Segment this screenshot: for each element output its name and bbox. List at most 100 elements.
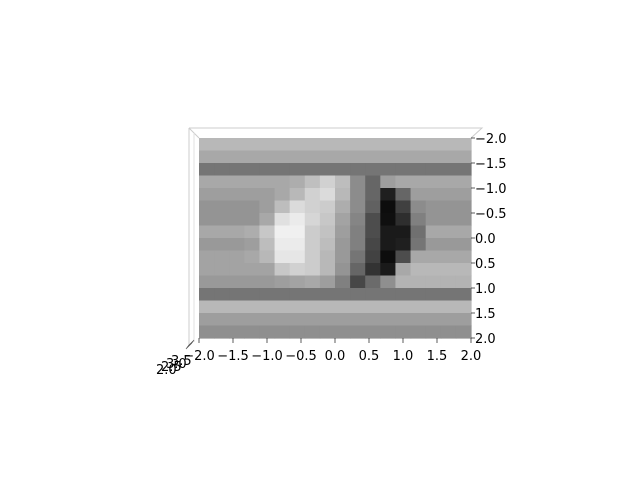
- surface-cell: [455, 213, 472, 227]
- surface-cell: [335, 163, 351, 177]
- surface-cell: [244, 313, 261, 327]
- x-tick-label: 1.5: [427, 349, 448, 364]
- surface-cell: [335, 188, 351, 202]
- surface-cell: [410, 300, 427, 314]
- surface-cell: [410, 250, 427, 264]
- surface-cell: [199, 250, 215, 264]
- surface-cell: [289, 300, 306, 314]
- surface-cell: [274, 225, 291, 239]
- surface-cell: [319, 263, 336, 277]
- surface-cell: [229, 300, 245, 314]
- surface-cell: [380, 275, 397, 289]
- surface-cell: [259, 250, 276, 264]
- surface-cell: [289, 163, 306, 177]
- surface-cell: [335, 200, 351, 214]
- surface-cell: [229, 313, 245, 327]
- surface-cell: [425, 188, 442, 202]
- surface-cell: [274, 288, 291, 302]
- surface-cell: [289, 213, 306, 227]
- surface-cell: [440, 188, 457, 202]
- surface-cell: [425, 325, 442, 339]
- y-tick-label: −1.0: [475, 182, 507, 197]
- surface-cell: [229, 238, 245, 252]
- surface-cell: [350, 325, 366, 339]
- surface-cell: [425, 288, 442, 302]
- surface-cell: [319, 313, 336, 327]
- surface-cell: [455, 188, 472, 202]
- z-tick-label: 2.5: [161, 360, 182, 375]
- surface-cell: [229, 275, 245, 289]
- surface-cell: [259, 200, 276, 214]
- surface-cell: [410, 313, 427, 327]
- surface-cell: [214, 150, 230, 164]
- surface-cell: [259, 138, 276, 152]
- surface-cell: [199, 213, 215, 227]
- surface-cell: [395, 300, 412, 314]
- surface-cell: [289, 138, 306, 152]
- y-tick-label: −2.0: [475, 132, 507, 147]
- surface-cell: [350, 250, 366, 264]
- surface-cell: [259, 175, 276, 189]
- surface-cell: [365, 325, 381, 339]
- surface-cell: [214, 288, 230, 302]
- surface-cell: [350, 200, 366, 214]
- surface-cell: [199, 263, 215, 277]
- surface-cell: [304, 163, 321, 177]
- surface-cell: [229, 188, 245, 202]
- surface-cell: [335, 313, 351, 327]
- surface-cell: [335, 325, 351, 339]
- surface-cell: [380, 263, 397, 277]
- surface-cell: [304, 288, 321, 302]
- surface-cell: [319, 138, 336, 152]
- surface-cell: [440, 288, 457, 302]
- surface-cell: [350, 263, 366, 277]
- surface-cell: [244, 238, 261, 252]
- surface-cell: [304, 138, 321, 152]
- surface-cell: [244, 225, 261, 239]
- surface-cell: [335, 250, 351, 264]
- x-tick-label: −2.0: [183, 349, 215, 364]
- surface-cell: [440, 175, 457, 189]
- surface-cell: [350, 238, 366, 252]
- surface-cell: [455, 313, 472, 327]
- surface-cell: [395, 200, 412, 214]
- surface-cell: [229, 325, 245, 339]
- surface-cell: [274, 188, 291, 202]
- surface-cell: [395, 275, 412, 289]
- surface-cell: [440, 275, 457, 289]
- surface-cells: [199, 138, 472, 339]
- surface-cell: [289, 275, 306, 289]
- surface-cell: [335, 288, 351, 302]
- surface-cell: [259, 325, 276, 339]
- surface-cell: [229, 263, 245, 277]
- surface-cell: [259, 263, 276, 277]
- surface-cell: [214, 163, 230, 177]
- surface-cell: [410, 163, 427, 177]
- surface-cell: [410, 150, 427, 164]
- surface-cell: [274, 313, 291, 327]
- surface-cell: [410, 188, 427, 202]
- surface-cell: [244, 275, 261, 289]
- surface-cell: [335, 300, 351, 314]
- surface-cell: [229, 200, 245, 214]
- surface-cell: [244, 163, 261, 177]
- surface-cell: [365, 225, 381, 239]
- surface-cell: [410, 238, 427, 252]
- surface-cell: [425, 150, 442, 164]
- surface-cell: [380, 175, 397, 189]
- surface-cell: [350, 138, 366, 152]
- surface-cell: [395, 250, 412, 264]
- surface-cell: [214, 213, 230, 227]
- surface-cell: [244, 325, 261, 339]
- surface-cell: [365, 288, 381, 302]
- surface-cell: [365, 200, 381, 214]
- surface-cell: [395, 138, 412, 152]
- y-tick-label: −0.5: [475, 207, 507, 222]
- surface-cell: [350, 150, 366, 164]
- surface-cell: [410, 275, 427, 289]
- surface-cell: [425, 225, 442, 239]
- surface-cell: [244, 300, 261, 314]
- surface-cell: [380, 300, 397, 314]
- surface-cell: [289, 188, 306, 202]
- surface-cell: [425, 163, 442, 177]
